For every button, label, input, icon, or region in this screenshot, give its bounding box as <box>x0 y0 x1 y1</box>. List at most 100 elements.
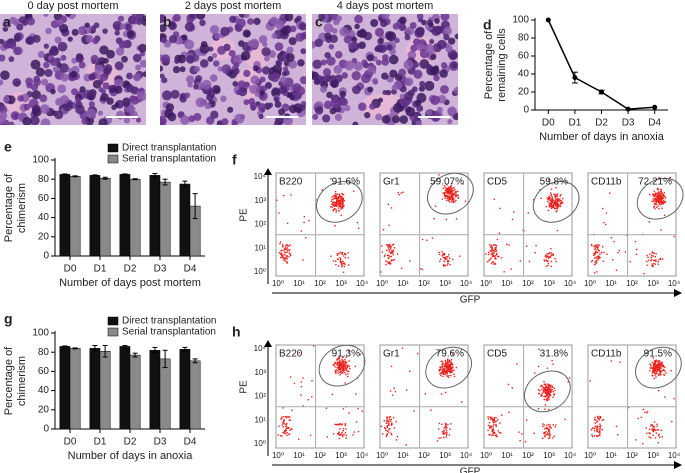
event <box>444 422 447 425</box>
cell <box>84 22 90 28</box>
event <box>496 252 498 255</box>
event <box>654 368 656 371</box>
event <box>553 435 555 437</box>
event <box>659 367 661 369</box>
event <box>341 200 343 202</box>
event <box>635 439 637 441</box>
event <box>334 208 337 210</box>
event <box>636 248 638 251</box>
event <box>549 203 551 205</box>
cell <box>18 16 27 24</box>
cell <box>112 20 123 31</box>
event <box>339 202 341 205</box>
cell <box>102 82 110 90</box>
event <box>495 416 497 419</box>
cell <box>447 119 453 125</box>
cell <box>414 99 422 107</box>
event <box>648 436 650 438</box>
event <box>345 369 348 372</box>
event <box>599 417 601 420</box>
event <box>311 379 313 382</box>
event <box>544 389 547 391</box>
event <box>446 375 448 377</box>
event <box>543 424 545 426</box>
cell <box>330 74 336 81</box>
event <box>657 360 659 362</box>
event <box>338 356 340 359</box>
event <box>340 203 342 205</box>
event <box>646 254 648 257</box>
event <box>591 259 594 262</box>
gate-percent: 91.3% <box>332 349 360 360</box>
event <box>490 244 492 247</box>
event <box>544 255 547 257</box>
event <box>545 256 548 259</box>
cell <box>253 17 261 26</box>
event <box>342 360 344 362</box>
event <box>338 433 340 435</box>
event <box>546 399 548 402</box>
cell <box>108 84 117 94</box>
gate <box>532 180 580 223</box>
event <box>354 365 356 368</box>
error-bar <box>152 172 158 178</box>
cell <box>233 54 244 65</box>
event <box>359 353 361 356</box>
cell <box>297 59 305 67</box>
event <box>601 419 603 422</box>
y-tick-label: 10² <box>254 392 266 401</box>
event <box>557 206 559 209</box>
event <box>331 393 334 396</box>
cell <box>329 107 337 115</box>
cell <box>289 25 297 33</box>
cell <box>398 16 407 25</box>
event <box>286 262 288 264</box>
event <box>548 399 550 401</box>
cell <box>347 42 356 50</box>
event <box>455 218 458 220</box>
event <box>594 244 597 247</box>
event <box>648 432 650 434</box>
event <box>663 214 666 216</box>
cell <box>259 90 265 96</box>
event <box>596 420 599 423</box>
event <box>560 202 562 204</box>
event <box>558 200 561 202</box>
event <box>490 416 492 419</box>
cell <box>30 115 40 125</box>
event <box>442 265 445 267</box>
event <box>657 363 660 365</box>
event <box>548 195 550 198</box>
x-tick-label: D1 <box>569 118 582 129</box>
event <box>559 195 561 197</box>
event <box>342 193 345 196</box>
event <box>655 202 657 204</box>
cell <box>326 91 333 99</box>
event <box>551 253 553 255</box>
event <box>547 383 549 385</box>
event <box>548 384 551 387</box>
panel-letter: d <box>483 17 492 33</box>
cell <box>23 103 31 111</box>
event <box>386 425 388 427</box>
event <box>342 370 345 372</box>
cell <box>393 102 403 113</box>
cell <box>123 116 131 124</box>
event <box>657 198 660 201</box>
event <box>341 360 343 363</box>
error-bar <box>122 173 128 176</box>
event <box>391 423 393 425</box>
event <box>444 361 447 363</box>
cell <box>411 86 418 93</box>
event <box>285 251 287 254</box>
event <box>653 195 656 198</box>
event <box>421 238 424 241</box>
cell <box>194 66 201 73</box>
event <box>541 392 543 394</box>
cell <box>2 40 11 49</box>
event <box>552 424 555 426</box>
event <box>492 244 495 246</box>
event <box>340 261 342 263</box>
cell <box>25 37 33 45</box>
event <box>642 408 645 411</box>
